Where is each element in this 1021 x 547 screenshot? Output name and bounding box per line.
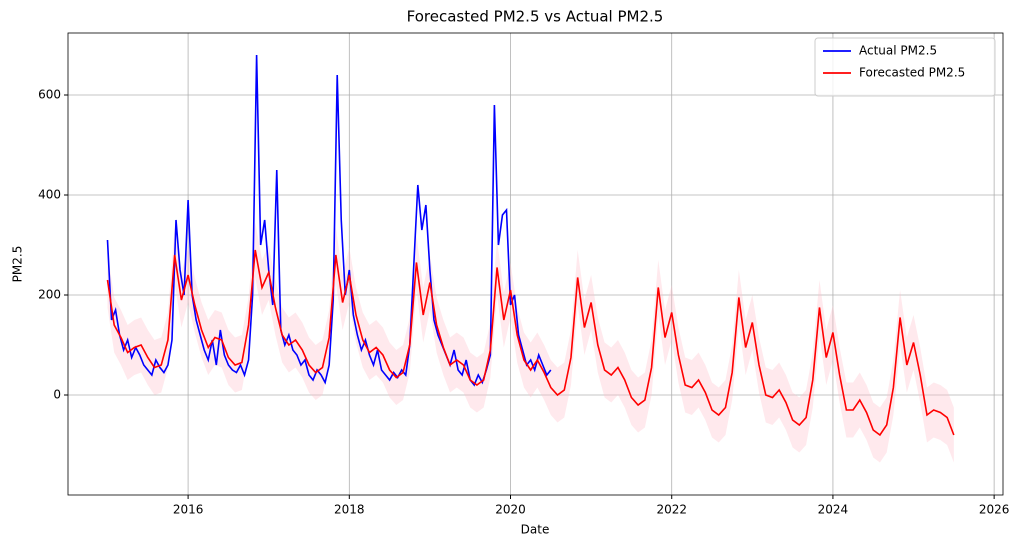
legend-label: Actual PM2.5: [859, 44, 937, 58]
line: [106, 249, 955, 437]
plot-frame: [67, 32, 1004, 496]
x-axis-label: Date: [521, 523, 550, 537]
x-tick-label: 2018: [334, 503, 365, 517]
y-tick-label: 400: [38, 188, 61, 202]
x-tick-label: 2022: [656, 503, 687, 517]
legend: Actual PM2.5 Forecasted PM2.5: [814, 37, 996, 97]
x-tick-label: 2026: [979, 503, 1010, 517]
legend-label: Forecasted PM2.5: [859, 66, 965, 80]
confidence-band: [107, 222, 954, 463]
y-tick-label: 200: [38, 288, 61, 302]
x-tick-label: 2024: [818, 503, 849, 517]
y-tick-label: 600: [38, 88, 61, 102]
x-tick-label: 2016: [173, 503, 204, 517]
x-tick-label: 2020: [495, 503, 526, 517]
line: [106, 54, 552, 387]
y-axis-label: PM2.5: [11, 246, 25, 283]
legend-box: [814, 37, 996, 97]
y-tick-label: 0: [53, 388, 61, 402]
chart-title: Forecasted PM2.5 vs Actual PM2.5: [407, 8, 664, 26]
